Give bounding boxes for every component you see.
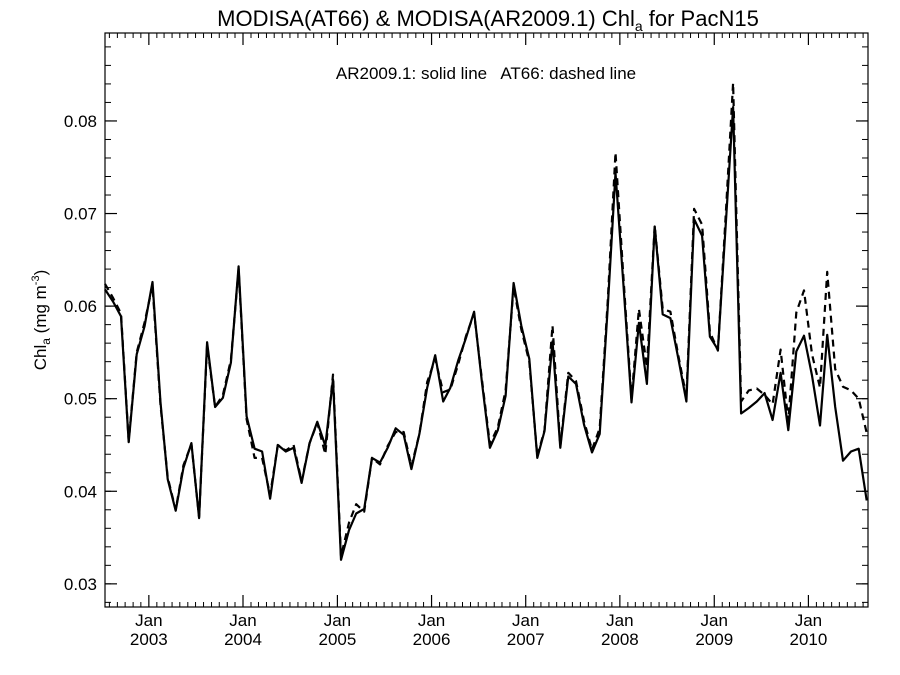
x-tick-year-label: 2010: [790, 630, 828, 649]
y-axis-label-subscript: a: [39, 338, 53, 345]
series-line-ar2009-1: [104, 105, 868, 561]
x-tick-month-label: Jan: [512, 611, 539, 630]
y-tick-label: 0.03: [64, 575, 97, 594]
x-tick-year-label: 2004: [224, 630, 262, 649]
x-tick-year-label: 2005: [318, 630, 356, 649]
y-axis: 0.03 0.04 0.05 0.06 0.07 0.08: [64, 46, 868, 603]
x-tick-month-label: Jan: [795, 611, 822, 630]
y-tick-label: 0.04: [64, 482, 97, 501]
y-axis-label-close: ): [31, 270, 50, 276]
x-axis: Jan2003Jan2004Jan2005Jan2006Jan2007Jan20…: [108, 33, 864, 649]
series-layer: [104, 81, 868, 561]
x-tick-year-label: 2008: [601, 630, 639, 649]
line-style-annotation: AR2009.1: solid line AT66: dashed line: [336, 64, 636, 83]
y-tick-label: 0.06: [64, 297, 97, 316]
y-axis-label-base: Chl: [31, 345, 50, 371]
y-tick-label: 0.08: [64, 112, 97, 131]
x-tick-month-label: Jan: [229, 611, 256, 630]
y-tick-label: 0.07: [64, 205, 97, 224]
x-tick-month-label: Jan: [701, 611, 728, 630]
y-axis-label-unit: (mg m: [31, 285, 50, 338]
plot-frame: [104, 32, 869, 608]
x-tick-month-label: Jan: [606, 611, 633, 630]
x-tick-year-label: 2007: [507, 630, 545, 649]
x-tick-year-label: 2006: [413, 630, 451, 649]
y-axis-label-superscript: -3: [30, 275, 42, 285]
series-line-at66: [104, 81, 868, 558]
chart-title-suffix: for PacN15: [643, 6, 759, 31]
x-tick-month-label: Jan: [418, 611, 445, 630]
x-tick-year-label: 2009: [695, 630, 733, 649]
chart-title-subscript: a: [635, 18, 643, 34]
y-tick-label: 0.05: [64, 390, 97, 409]
x-tick-year-label: 2003: [130, 630, 168, 649]
x-tick-month-label: Jan: [324, 611, 351, 630]
chart-title-main: MODISA(AT66) & MODISA(AR2009.1) Chl: [217, 6, 635, 31]
x-tick-month-label: Jan: [135, 611, 162, 630]
y-axis-label: Chla (mg m-3): [30, 270, 53, 371]
chart-title: MODISA(AT66) & MODISA(AR2009.1) Chla for…: [217, 6, 759, 34]
